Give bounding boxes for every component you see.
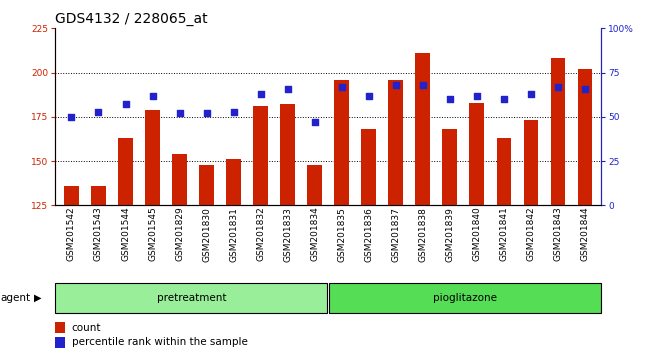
Bar <box>497 138 512 205</box>
Bar <box>55 322 65 333</box>
Point <box>391 82 401 88</box>
Bar <box>199 165 214 205</box>
Point <box>526 91 536 97</box>
Point <box>472 93 482 98</box>
Text: ▶: ▶ <box>34 293 42 303</box>
Bar <box>334 80 349 205</box>
Point <box>202 110 212 116</box>
Bar <box>226 159 241 205</box>
Point <box>580 86 590 91</box>
Bar <box>523 120 538 205</box>
Bar <box>118 138 133 205</box>
Text: pioglitazone: pioglitazone <box>433 293 497 303</box>
Point <box>418 82 428 88</box>
Bar <box>551 58 566 205</box>
Bar <box>443 129 458 205</box>
Point <box>499 96 509 102</box>
Point <box>337 84 347 90</box>
Bar <box>64 186 79 205</box>
Bar <box>172 154 187 205</box>
Bar <box>389 80 403 205</box>
Point <box>255 91 266 97</box>
Bar <box>145 110 160 205</box>
Text: percentile rank within the sample: percentile rank within the sample <box>72 337 248 348</box>
Text: GDS4132 / 228065_at: GDS4132 / 228065_at <box>55 12 208 26</box>
Text: pretreatment: pretreatment <box>157 293 226 303</box>
Text: agent: agent <box>1 293 31 303</box>
Point <box>363 93 374 98</box>
Bar <box>469 103 484 205</box>
Point <box>120 102 131 107</box>
Point <box>174 110 185 116</box>
Bar <box>361 129 376 205</box>
Bar <box>578 69 592 205</box>
Point <box>283 86 293 91</box>
Point <box>309 119 320 125</box>
Bar <box>280 104 295 205</box>
Bar <box>254 106 268 205</box>
Point <box>66 114 77 120</box>
Text: count: count <box>72 322 101 332</box>
Bar <box>329 283 601 313</box>
Point <box>228 109 239 114</box>
Point <box>445 96 455 102</box>
Bar <box>55 283 328 313</box>
Bar <box>55 337 65 348</box>
Point <box>148 93 158 98</box>
Point <box>552 84 563 90</box>
Point <box>94 109 104 114</box>
Bar <box>415 53 430 205</box>
Bar <box>307 165 322 205</box>
Bar <box>91 186 106 205</box>
